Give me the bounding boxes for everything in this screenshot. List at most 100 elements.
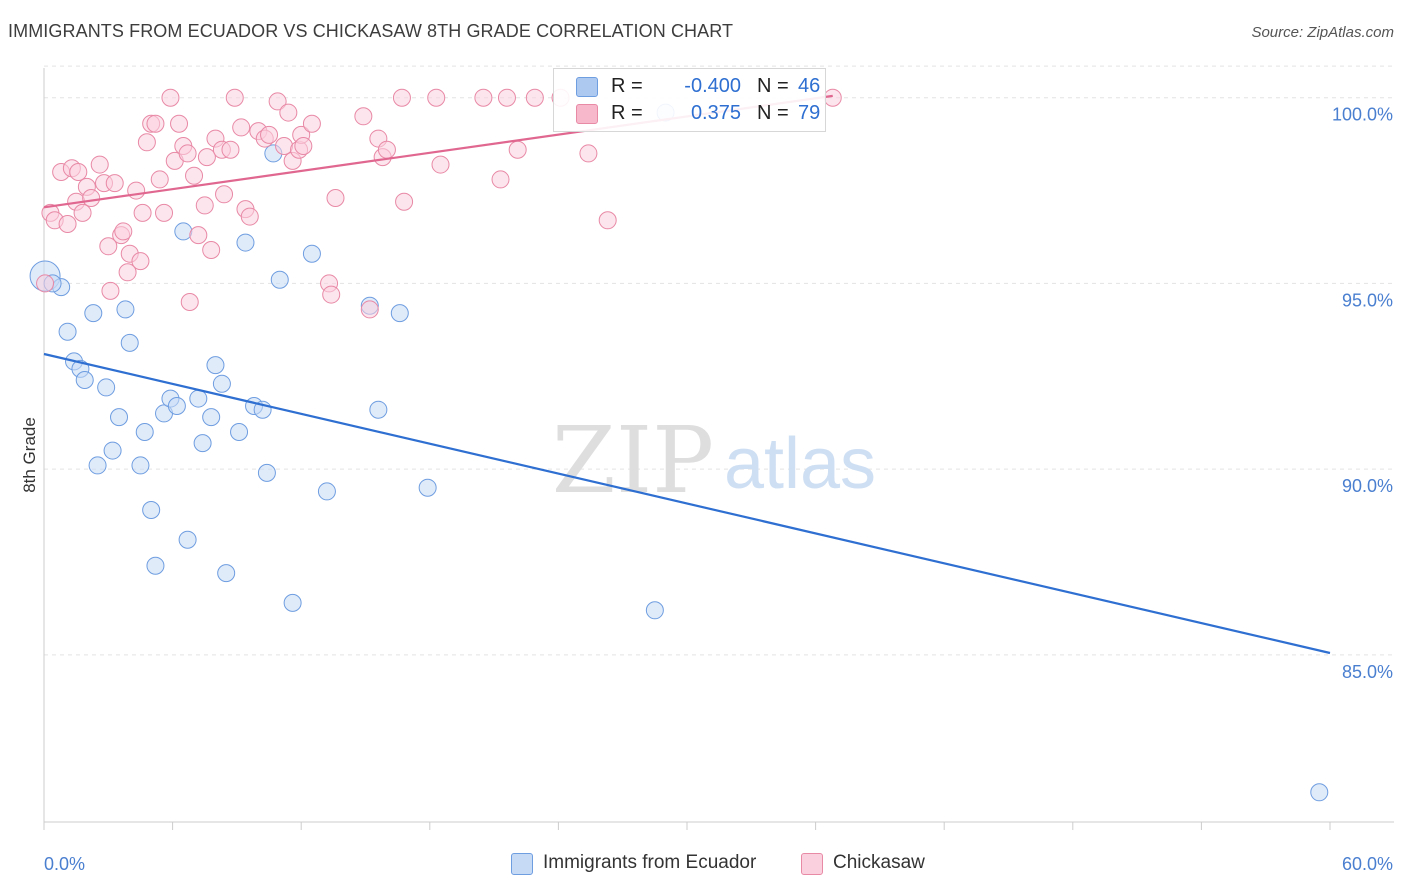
data-point <box>170 114 189 133</box>
legend-swatch-ecuador <box>511 853 533 875</box>
y-axis-label: 8th Grade <box>20 417 39 493</box>
data-point <box>131 456 150 475</box>
watermark-atlas: atlas <box>724 424 876 504</box>
data-point <box>302 244 321 263</box>
data-point <box>36 274 55 293</box>
data-point <box>150 170 169 189</box>
data-point <box>369 400 388 419</box>
data-point <box>75 371 94 389</box>
y-tick-labels: 85.0% 90.0% 95.0% 100.0% <box>1332 105 1393 682</box>
chart-title: IMMIGRANTS FROM ECUADOR VS CHICKASAW 8TH… <box>8 21 734 41</box>
legend-n-label: N = <box>757 75 789 97</box>
data-point <box>390 304 409 323</box>
data-point <box>275 137 294 155</box>
data-point <box>240 207 259 226</box>
x-tick-labels: 0.0% 60.0% <box>44 854 1393 874</box>
data-point <box>225 88 244 107</box>
y-tick-label: 100.0% <box>1332 105 1393 125</box>
data-point <box>645 601 664 620</box>
data-point <box>508 140 527 159</box>
data-point <box>491 170 510 189</box>
data-point <box>354 107 373 126</box>
data-point <box>167 397 186 415</box>
legend-swatch-chickasaw <box>576 104 598 124</box>
y-tick-label: 90.0% <box>1342 476 1393 496</box>
data-point <box>195 196 214 215</box>
data-point <box>161 88 180 107</box>
data-point <box>302 114 321 133</box>
data-point <box>120 333 139 352</box>
data-point <box>189 226 208 245</box>
x-tick-label: 0.0% <box>44 854 85 874</box>
data-point <box>215 185 234 204</box>
data-point <box>377 140 396 159</box>
data-point <box>579 144 598 163</box>
data-point <box>212 374 231 393</box>
data-point <box>110 408 129 427</box>
data-point <box>360 300 379 319</box>
chart-source: Source: ZipAtlas.com <box>1251 24 1394 41</box>
data-point <box>174 222 193 241</box>
legend-swatch-ecuador <box>576 77 598 97</box>
data-point <box>88 456 107 475</box>
data-point <box>260 125 279 144</box>
data-point <box>58 322 77 341</box>
data-point <box>1310 783 1329 802</box>
legend-n-value: 46 <box>798 75 821 97</box>
legend-r-label: R = <box>611 75 643 97</box>
data-point <box>73 203 92 222</box>
data-point <box>598 211 617 230</box>
x-tick-label: 60.0% <box>1342 854 1393 874</box>
data-point <box>427 88 446 107</box>
legend-r-value: 0.375 <box>690 102 741 124</box>
data-point <box>206 356 225 375</box>
data-point <box>103 441 122 460</box>
data-point <box>525 88 544 107</box>
data-point <box>69 163 88 181</box>
data-point <box>270 270 289 289</box>
data-point <box>97 378 116 397</box>
trend-lines <box>43 94 1331 655</box>
data-point <box>101 281 120 300</box>
data-point <box>137 133 156 152</box>
legend-swatch-chickasaw <box>801 853 823 875</box>
data-point <box>193 434 212 453</box>
legend-r-value: -0.400 <box>684 75 741 97</box>
data-point <box>431 155 450 174</box>
data-point <box>283 593 302 612</box>
data-point <box>135 423 154 441</box>
data-point <box>127 181 146 200</box>
data-point <box>116 300 135 319</box>
trend-line-ecuador <box>43 352 1331 655</box>
data-point <box>197 148 216 167</box>
data-point <box>268 92 287 111</box>
stats-legend: R = -0.400 N = 46 R = 0.375 N = 79 <box>553 68 826 132</box>
data-point <box>146 114 165 133</box>
data-point <box>118 263 137 282</box>
data-point <box>392 88 411 107</box>
legend-n-value: 79 <box>798 102 821 124</box>
data-point <box>236 233 255 252</box>
data-point <box>279 103 298 122</box>
legend-r-label: R = <box>611 102 643 124</box>
data-point <box>326 189 345 207</box>
data-point <box>131 252 150 271</box>
legend-label-ecuador: Immigrants from Ecuador <box>543 852 757 873</box>
data-point <box>395 192 414 211</box>
data-point <box>202 408 221 427</box>
data-point <box>146 556 165 575</box>
data-point <box>294 137 313 155</box>
watermark-zip: ZIP <box>552 407 714 514</box>
data-point <box>105 174 124 193</box>
data-point <box>257 463 276 482</box>
data-point <box>185 166 204 185</box>
data-point <box>133 203 152 222</box>
y-tick-label: 85.0% <box>1342 662 1393 682</box>
data-point <box>317 482 336 501</box>
data-point <box>418 478 437 497</box>
data-point <box>114 222 133 241</box>
data-point <box>90 155 109 174</box>
data-point <box>155 203 174 222</box>
data-point <box>322 285 341 304</box>
